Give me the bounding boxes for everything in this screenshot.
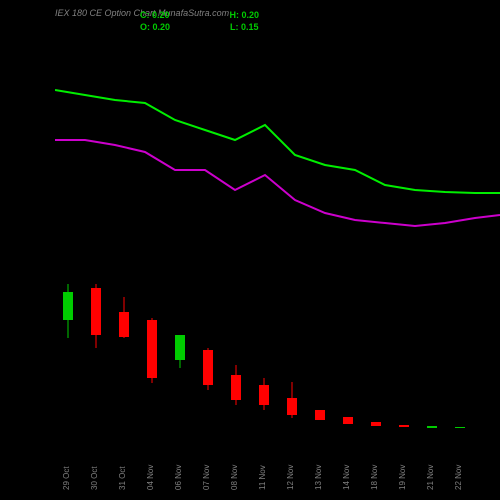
x-axis: 29 Oct 30 Oct 31 Oct 04 Nov 06 Nov 07 Nov 08 N… bbox=[55, 430, 500, 490]
x-axis-label: 19 Nov bbox=[398, 465, 407, 490]
candle-body bbox=[147, 320, 157, 378]
x-axis-label: 14 Nov bbox=[342, 465, 351, 490]
x-axis-label: 06 Nov bbox=[174, 465, 183, 490]
x-axis-label: 11 Nov bbox=[258, 465, 267, 490]
candle-body bbox=[427, 426, 437, 428]
high-value: H: 0.20 bbox=[230, 10, 260, 22]
candle-body bbox=[371, 422, 381, 426]
close-value: C: 0.20 bbox=[140, 10, 170, 22]
x-axis-label: 30 Oct bbox=[90, 466, 99, 490]
indicator-line bbox=[55, 90, 500, 193]
x-axis-label: 13 Nov bbox=[314, 465, 323, 490]
x-axis-label: 07 Nov bbox=[202, 465, 211, 490]
x-axis-label: 12 Nov bbox=[286, 465, 295, 490]
candle-body bbox=[455, 427, 465, 428]
x-axis-label: 31 Oct bbox=[118, 466, 127, 490]
candle-body bbox=[399, 425, 409, 427]
candle-body bbox=[119, 312, 129, 337]
x-axis-label: 21 Nov bbox=[426, 465, 435, 490]
candle-body bbox=[287, 398, 297, 415]
candle-body bbox=[175, 335, 185, 360]
x-axis-label: 29 Oct bbox=[62, 466, 71, 490]
ohlc-panel: C: 0.20 H: 0.20 O: 0.20 L: 0.15 bbox=[140, 10, 259, 33]
price-chart bbox=[55, 40, 500, 430]
x-axis-label: 08 Nov bbox=[230, 465, 239, 490]
x-axis-label: 22 Nov bbox=[454, 465, 463, 490]
open-value: O: 0.20 bbox=[140, 22, 170, 34]
candle-body bbox=[203, 350, 213, 385]
chart-svg bbox=[55, 40, 500, 430]
indicator-line bbox=[55, 140, 500, 226]
candle-body bbox=[91, 288, 101, 335]
candle-body bbox=[63, 292, 73, 320]
candle-body bbox=[315, 410, 325, 420]
x-axis-label: 04 Nov bbox=[146, 465, 155, 490]
candle-body bbox=[259, 385, 269, 405]
candle-body bbox=[343, 417, 353, 424]
x-axis-label: 18 Nov bbox=[370, 465, 379, 490]
candle-body bbox=[231, 375, 241, 400]
low-value: L: 0.15 bbox=[230, 22, 259, 34]
